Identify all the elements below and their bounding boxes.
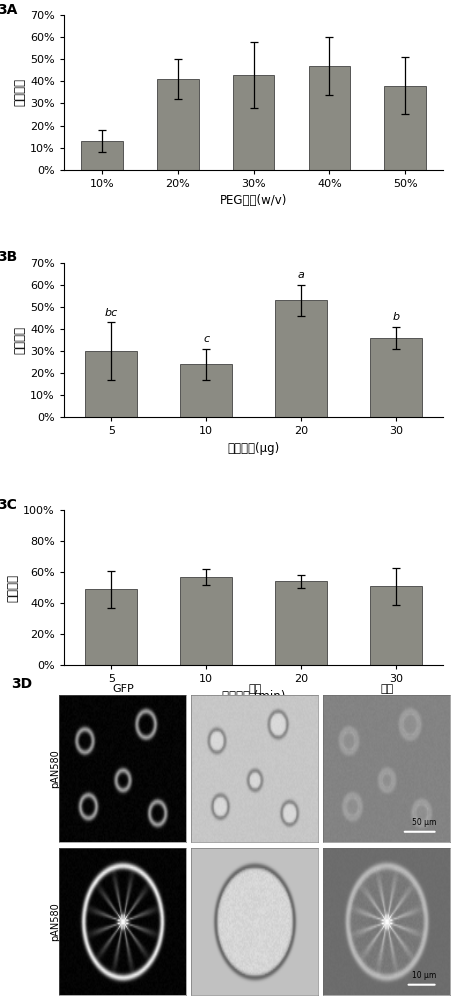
Text: a: a	[298, 270, 304, 280]
Bar	[157, 79, 199, 170]
Text: 3C: 3C	[0, 498, 17, 512]
Title: GFP: GFP	[112, 684, 134, 694]
Text: 10 μm: 10 μm	[412, 971, 436, 980]
Bar	[370, 338, 422, 417]
Bar	[370, 586, 422, 665]
Bar	[85, 351, 138, 417]
Bar	[384, 86, 426, 170]
Y-axis label: pAN580: pAN580	[50, 902, 60, 941]
X-axis label: 质粒总量(μg): 质粒总量(μg)	[228, 442, 280, 455]
X-axis label: PEG浓度(w/v): PEG浓度(w/v)	[220, 194, 287, 207]
Y-axis label: 转化效率: 转化效率	[6, 574, 19, 602]
Title: 明场: 明场	[248, 684, 261, 694]
Bar	[180, 364, 232, 417]
Bar	[308, 66, 351, 170]
Y-axis label: 转化效率: 转化效率	[13, 78, 26, 106]
Text: 3B: 3B	[0, 250, 18, 264]
X-axis label: 转染时间 (min): 转染时间 (min)	[222, 690, 285, 703]
Text: 3A: 3A	[0, 3, 18, 17]
Bar	[81, 141, 123, 170]
Y-axis label: pAN580: pAN580	[50, 749, 60, 788]
Bar	[233, 75, 275, 170]
Text: 3D: 3D	[11, 677, 32, 691]
Bar	[275, 581, 327, 665]
Bar	[180, 577, 232, 665]
Text: bc: bc	[105, 308, 118, 318]
Text: c: c	[203, 334, 209, 344]
Bar	[275, 300, 327, 417]
Title: 叠加: 叠加	[380, 684, 393, 694]
Text: b: b	[392, 312, 399, 322]
Bar	[85, 589, 138, 665]
Text: 50 μm: 50 μm	[412, 818, 436, 827]
Y-axis label: 转化效率: 转化效率	[13, 326, 26, 354]
